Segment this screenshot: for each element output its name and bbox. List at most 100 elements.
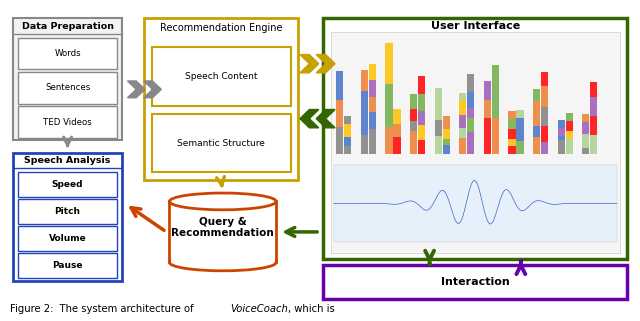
Bar <box>334 165 617 242</box>
Bar <box>492 65 499 91</box>
Bar <box>460 138 467 154</box>
Bar <box>508 139 516 146</box>
Bar <box>361 70 368 91</box>
Ellipse shape <box>170 254 276 271</box>
Bar <box>582 134 589 148</box>
Bar <box>467 132 474 154</box>
Bar <box>508 119 516 129</box>
Bar <box>418 76 425 93</box>
Bar <box>18 254 117 278</box>
Bar <box>13 18 122 141</box>
Bar <box>323 265 627 299</box>
Polygon shape <box>316 109 335 128</box>
Text: Speech Content: Speech Content <box>185 72 257 81</box>
Bar <box>508 129 516 139</box>
Text: Semantic Structure: Semantic Structure <box>177 139 265 148</box>
Bar <box>484 118 491 141</box>
Bar <box>443 117 450 129</box>
Bar <box>18 226 117 251</box>
Bar <box>323 18 627 259</box>
Bar <box>516 118 524 134</box>
Bar <box>152 114 291 172</box>
Bar <box>557 128 565 135</box>
Bar <box>566 131 573 139</box>
Bar <box>492 91 499 118</box>
Bar <box>331 32 620 253</box>
Bar <box>369 80 376 97</box>
Bar <box>582 122 589 127</box>
Bar <box>508 146 516 154</box>
Bar <box>590 97 597 117</box>
Bar <box>18 199 117 224</box>
Text: Sentences: Sentences <box>45 83 90 92</box>
Ellipse shape <box>170 193 276 210</box>
Bar <box>533 137 540 154</box>
Bar <box>533 100 540 126</box>
Bar <box>590 135 597 154</box>
Bar <box>18 106 117 138</box>
Bar <box>344 146 351 154</box>
Polygon shape <box>316 55 335 73</box>
Bar <box>361 108 368 120</box>
Text: Pitch: Pitch <box>54 207 81 216</box>
Bar <box>460 127 467 138</box>
Bar <box>443 129 450 139</box>
Bar <box>394 137 401 154</box>
Bar <box>557 135 565 140</box>
Bar <box>418 111 425 125</box>
Bar <box>18 38 117 69</box>
Bar <box>369 64 376 80</box>
Text: Data Preparation: Data Preparation <box>22 22 113 30</box>
Bar <box>385 83 393 126</box>
Bar <box>418 93 425 111</box>
Bar <box>369 129 376 154</box>
Bar <box>18 72 117 104</box>
Bar <box>361 120 368 135</box>
Bar <box>557 150 565 154</box>
Bar <box>336 100 344 127</box>
Text: Speed: Speed <box>52 180 83 189</box>
Bar <box>394 108 401 124</box>
Polygon shape <box>144 81 161 98</box>
Bar <box>582 127 589 134</box>
Polygon shape <box>127 81 145 98</box>
Bar <box>344 116 351 124</box>
Bar <box>418 140 425 154</box>
Bar <box>590 117 597 135</box>
Bar <box>443 145 450 154</box>
Bar <box>566 139 573 154</box>
Bar <box>170 202 276 263</box>
Bar <box>484 81 491 100</box>
Bar <box>492 118 499 154</box>
Bar <box>566 113 573 121</box>
Bar <box>18 172 117 197</box>
Polygon shape <box>300 55 319 73</box>
Bar <box>541 142 548 154</box>
Bar <box>385 43 393 83</box>
Bar <box>590 82 597 97</box>
Bar <box>336 127 344 154</box>
Bar <box>418 125 425 140</box>
Bar <box>516 141 524 154</box>
Bar <box>484 100 491 118</box>
Bar <box>410 131 417 154</box>
Bar <box>344 124 351 137</box>
Bar <box>443 139 450 145</box>
Bar <box>516 110 524 118</box>
Bar <box>460 116 467 127</box>
Bar <box>516 134 524 141</box>
Bar <box>344 137 351 146</box>
Text: Words: Words <box>54 49 81 58</box>
Text: Query &
Recommendation: Query & Recommendation <box>172 217 274 238</box>
Bar <box>467 92 474 108</box>
Bar <box>541 72 548 86</box>
Bar <box>410 94 417 108</box>
Text: Speech Analysis: Speech Analysis <box>24 156 111 165</box>
Bar <box>152 48 291 106</box>
Text: , which is: , which is <box>288 304 335 314</box>
Bar <box>566 121 573 131</box>
Bar <box>460 100 467 116</box>
Bar <box>369 97 376 112</box>
Bar <box>541 86 548 107</box>
Bar <box>369 112 376 129</box>
